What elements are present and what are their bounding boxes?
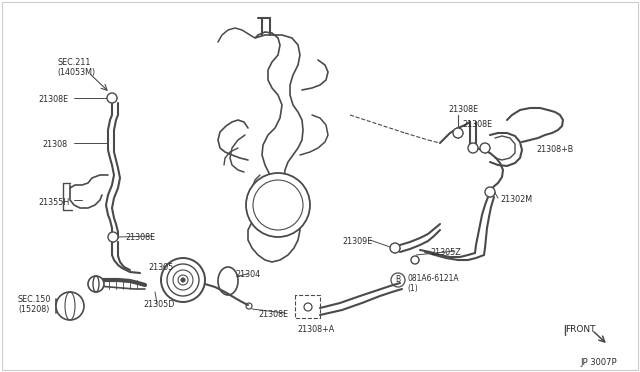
Text: 21305D: 21305D bbox=[143, 300, 174, 309]
Text: 21304: 21304 bbox=[235, 270, 260, 279]
Text: 21308: 21308 bbox=[42, 140, 67, 149]
Circle shape bbox=[304, 303, 312, 311]
Text: FRONT: FRONT bbox=[565, 325, 595, 334]
Text: SEC.150
(15208): SEC.150 (15208) bbox=[18, 295, 51, 314]
Circle shape bbox=[107, 93, 117, 103]
Circle shape bbox=[411, 256, 419, 264]
Circle shape bbox=[161, 258, 205, 302]
Text: 21309E: 21309E bbox=[342, 237, 372, 246]
Text: 21305Z: 21305Z bbox=[430, 248, 461, 257]
Circle shape bbox=[480, 143, 490, 153]
Text: SEC.211
(14053M): SEC.211 (14053M) bbox=[57, 58, 95, 77]
Text: JP 3007P: JP 3007P bbox=[580, 358, 616, 367]
Circle shape bbox=[246, 173, 310, 237]
Circle shape bbox=[181, 278, 185, 282]
Text: 21308E: 21308E bbox=[462, 120, 492, 129]
Text: 21308E: 21308E bbox=[448, 105, 478, 114]
Circle shape bbox=[468, 143, 478, 153]
Circle shape bbox=[485, 187, 495, 197]
Circle shape bbox=[390, 243, 400, 253]
Text: 21305: 21305 bbox=[148, 263, 173, 272]
Text: 081A6-6121A
(1): 081A6-6121A (1) bbox=[407, 274, 459, 294]
Circle shape bbox=[453, 128, 463, 138]
Text: 21308+A: 21308+A bbox=[297, 325, 334, 334]
Circle shape bbox=[108, 232, 118, 242]
Circle shape bbox=[56, 292, 84, 320]
Polygon shape bbox=[248, 32, 303, 262]
Text: 21355H: 21355H bbox=[38, 198, 69, 207]
Text: 21308E: 21308E bbox=[258, 310, 288, 319]
Text: 21308E: 21308E bbox=[38, 95, 68, 104]
Text: 21308E: 21308E bbox=[125, 233, 155, 242]
Text: B: B bbox=[396, 276, 401, 285]
Text: 21302M: 21302M bbox=[500, 195, 532, 204]
Circle shape bbox=[88, 276, 104, 292]
Text: 21308+B: 21308+B bbox=[536, 145, 573, 154]
